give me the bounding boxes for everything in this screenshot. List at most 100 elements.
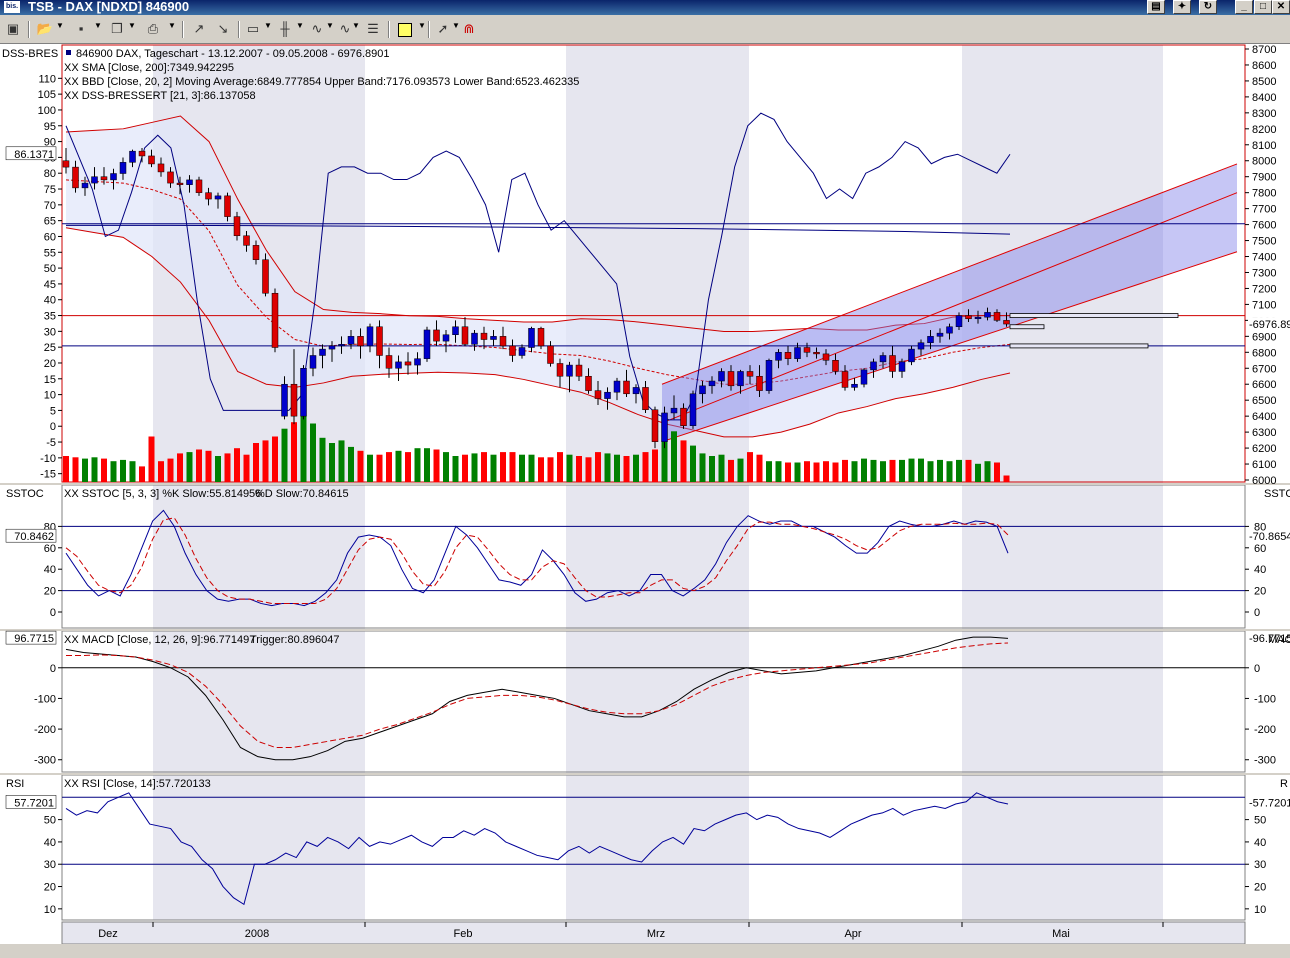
candle-body xyxy=(927,336,934,343)
cursor-dropdown-icon[interactable]: ▼ xyxy=(452,21,460,30)
candle-body xyxy=(908,348,915,363)
candle-body xyxy=(176,182,184,185)
volume-bar xyxy=(861,458,867,482)
sstoc-left-tick: 20 xyxy=(44,586,56,598)
candle-body xyxy=(955,315,963,328)
volume-bar xyxy=(148,436,155,482)
candle-body xyxy=(281,383,288,417)
volume-bar xyxy=(186,452,193,482)
rsi-right-value: -57.7201 xyxy=(1249,797,1290,809)
volume-bar xyxy=(91,457,98,482)
volume-bar xyxy=(63,456,69,482)
x-axis-label-Dez: Dez xyxy=(98,928,118,940)
candle-body xyxy=(480,332,488,340)
bar-chart-icon[interactable]: ╫ xyxy=(280,21,290,36)
print-icon[interactable]: ⎙ xyxy=(147,21,159,36)
volume-bar xyxy=(794,462,801,482)
sstoc-legend-d: %D Slow:70.84615 xyxy=(255,488,349,500)
candle-body xyxy=(974,316,982,320)
color-icon[interactable] xyxy=(396,20,414,38)
minimize-button[interactable]: _ xyxy=(1235,0,1253,14)
dss-value-box xyxy=(5,146,57,161)
volume-bar xyxy=(319,437,326,482)
rsi-left-tick: 20 xyxy=(44,882,56,894)
macd-right-tick: 0 xyxy=(1254,663,1260,675)
open-folder-icon[interactable]: 📂 xyxy=(36,21,54,36)
volume-bar xyxy=(357,450,364,482)
indicator-add-icon[interactable]: ∿ xyxy=(339,21,351,36)
candle-body xyxy=(81,182,89,189)
star-icon[interactable]: ✦ xyxy=(1173,0,1191,14)
cursor-icon[interactable]: ➚ xyxy=(437,21,449,36)
disk-dropdown-icon[interactable]: ▼ xyxy=(94,21,102,30)
left-tick-label: 25 xyxy=(44,342,56,354)
right-tick-label: 8700 xyxy=(1252,44,1276,56)
volume-bar xyxy=(918,458,924,482)
right-tick-label: 6000 xyxy=(1252,475,1276,487)
right-tick-label: 6400 xyxy=(1252,411,1276,423)
chart-in-icon[interactable]: ↗ xyxy=(193,21,205,36)
open-dropdown-icon[interactable]: ▼ xyxy=(56,21,64,30)
bollinger-upper-line xyxy=(65,115,1010,333)
volume-bar xyxy=(747,452,753,482)
volume-bar xyxy=(110,461,117,482)
volume-bar xyxy=(405,452,411,482)
candle-body xyxy=(385,355,393,369)
bar-chart-dropdown-icon[interactable]: ▼ xyxy=(296,21,304,30)
candle-body xyxy=(832,360,839,372)
chart-out-icon[interactable]: ↘ xyxy=(217,21,229,36)
sstoc-left-tick: 60 xyxy=(44,543,56,555)
pane-separator-0 xyxy=(0,483,1290,485)
properties-icon[interactable]: ☰ xyxy=(367,21,379,36)
candle-body xyxy=(195,179,203,193)
candle-body xyxy=(765,360,773,391)
macd-value-box xyxy=(5,630,57,645)
window-icon[interactable]: ▭ xyxy=(246,21,260,36)
candle-body xyxy=(214,195,222,200)
volume-bar xyxy=(908,458,915,482)
volume-bar xyxy=(709,456,715,482)
candle-body xyxy=(357,336,364,347)
left-tick-label: 105 xyxy=(38,89,56,101)
color-dropdown-icon[interactable]: ▼ xyxy=(418,21,426,30)
macd-series-1 xyxy=(66,642,1009,748)
indicator-add-dropdown-icon[interactable]: ▼ xyxy=(352,21,360,30)
rsi-left-value: 57.7201 xyxy=(14,797,54,809)
volume-bar xyxy=(851,461,858,482)
candle-body xyxy=(423,329,431,359)
print-dropdown-icon[interactable]: ▼ xyxy=(168,21,176,30)
indicator-icon[interactable]: ∿ xyxy=(311,21,323,36)
rsi-left-tick: 10 xyxy=(44,904,56,916)
tile-icon[interactable]: ▤ xyxy=(1147,0,1165,14)
window-dropdown-icon[interactable]: ▼ xyxy=(264,21,272,30)
left-tick-label: 80 xyxy=(44,168,56,180)
magnet-icon[interactable]: ⋒ xyxy=(463,21,475,36)
right-tick-label: 6100 xyxy=(1252,459,1276,471)
candle-body xyxy=(879,355,887,363)
maximize-button[interactable]: □ xyxy=(1254,0,1272,14)
sstoc-right-tick: 60 xyxy=(1254,543,1266,555)
right-tick-label: 7100 xyxy=(1252,299,1276,311)
sstoc-left-value: 70.8462 xyxy=(14,531,54,543)
close-button[interactable]: ✕ xyxy=(1272,0,1290,14)
rsi-right-tick: 40 xyxy=(1254,837,1266,849)
right-tick-label: 6700 xyxy=(1252,363,1276,375)
x-axis-label-Apr: Apr xyxy=(844,928,861,940)
candle-body xyxy=(984,312,991,318)
candle-body xyxy=(72,166,79,189)
volume-bar xyxy=(652,449,658,482)
right-tick-label: 8200 xyxy=(1252,124,1276,136)
chart-area[interactable]: 1101051009590858075706560555045403530252… xyxy=(0,44,1290,944)
candle-body xyxy=(62,160,70,168)
disk-icon[interactable]: ▪ xyxy=(78,21,84,36)
indicator-dropdown-icon[interactable]: ▼ xyxy=(326,21,334,30)
refresh-icon[interactable]: ↻ xyxy=(1199,0,1217,14)
save-icon[interactable]: ▣ xyxy=(6,21,20,36)
left-tick-label: 40 xyxy=(44,295,56,307)
right-tick-label: 7500 xyxy=(1252,236,1276,248)
copy-icon[interactable]: ❐ xyxy=(111,21,123,36)
macd-left-tick: -200 xyxy=(34,724,56,736)
copy-dropdown-icon[interactable]: ▼ xyxy=(128,21,136,30)
macd-right-tick: -200 xyxy=(1254,724,1276,736)
candle-body xyxy=(661,412,668,442)
